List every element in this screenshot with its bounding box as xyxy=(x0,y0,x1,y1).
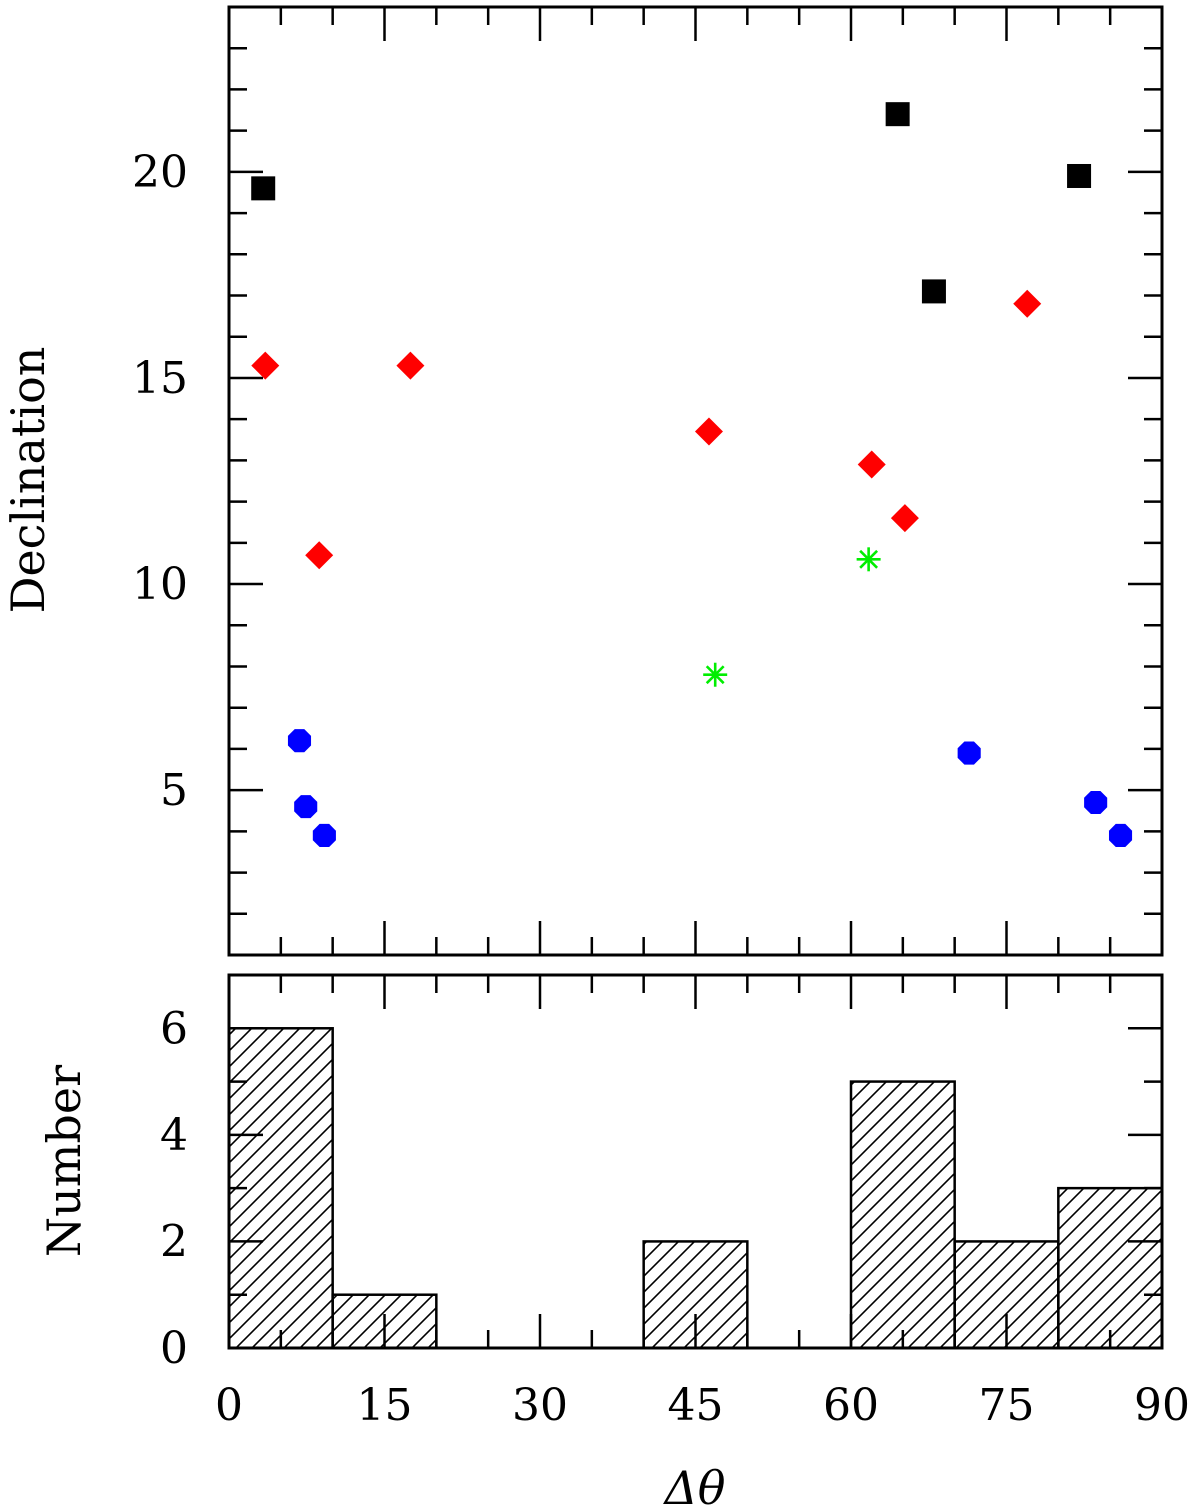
x-tick-label: 0 xyxy=(215,1380,243,1431)
diamond-marker xyxy=(857,450,886,479)
histogram-y-tick-label: 4 xyxy=(160,1110,188,1161)
scatter-frame xyxy=(227,5,1164,957)
scatter-y-tick-label: 5 xyxy=(160,765,188,816)
histogram-bar xyxy=(849,1080,956,1350)
asterisk-marker xyxy=(856,547,881,572)
circle-marker xyxy=(294,795,318,819)
x-tick-label: 30 xyxy=(512,1380,568,1431)
diamond-marker xyxy=(396,351,425,380)
scatter-y-tick-label: 15 xyxy=(132,353,188,404)
square-marker xyxy=(1067,163,1092,188)
histogram-y-tick-label: 0 xyxy=(160,1323,188,1374)
square-marker xyxy=(885,102,910,127)
x-tick-label: 45 xyxy=(668,1380,724,1431)
x-tick-label: 75 xyxy=(979,1380,1035,1431)
asterisk-stroke xyxy=(705,665,725,685)
scatter-y-tick-label: 20 xyxy=(132,147,188,198)
x-tick-label: 90 xyxy=(1134,1380,1190,1431)
x-axis-title: Δθ xyxy=(663,1461,726,1512)
diamond-marker xyxy=(890,504,919,533)
asterisk-stroke xyxy=(859,549,879,569)
square-marker xyxy=(251,176,276,201)
circle-marker xyxy=(1108,823,1133,848)
diamond-marker xyxy=(1013,289,1042,318)
scatter-y-axis-title: Declination xyxy=(1,347,55,614)
circle-marker xyxy=(287,729,312,753)
histogram-y-tick-label: 2 xyxy=(160,1216,188,1267)
histogram-bar xyxy=(1057,1186,1164,1350)
square-marker xyxy=(921,279,946,304)
circle-marker xyxy=(312,823,336,848)
scatter-panel: 5 10 15 20 xyxy=(132,5,1164,957)
asterisk-marker xyxy=(703,662,728,687)
circle-marker xyxy=(957,741,981,765)
histogram-y-tick-label: 6 xyxy=(160,1003,188,1054)
diamond-marker xyxy=(251,351,280,380)
x-tick-label: 15 xyxy=(357,1380,413,1431)
scatter-y-tick-label: 10 xyxy=(132,559,188,610)
circle-marker xyxy=(1084,790,1108,815)
diamond-marker xyxy=(305,541,334,570)
diamond-marker xyxy=(694,417,723,446)
x-tick-label: 60 xyxy=(823,1380,879,1431)
histogram-y-axis-title: Number xyxy=(37,1065,91,1257)
